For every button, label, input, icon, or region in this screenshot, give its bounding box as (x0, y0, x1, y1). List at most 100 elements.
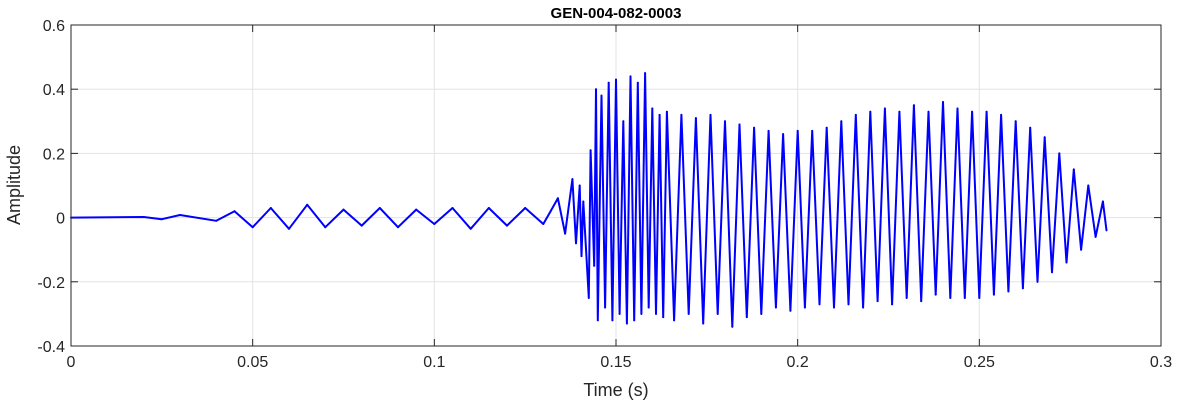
data-point (803, 306, 806, 309)
data-point (716, 312, 719, 315)
data-point (971, 110, 974, 113)
data-point (647, 306, 650, 309)
y-tick-label: 0.2 (43, 146, 65, 163)
x-tick-label: 0 (67, 354, 76, 371)
data-point (587, 296, 590, 299)
data-point (582, 200, 585, 203)
data-point (1051, 271, 1053, 274)
data-point (451, 207, 454, 209)
data-point (876, 300, 879, 303)
data-point (1065, 261, 1068, 264)
data-point (625, 322, 628, 325)
data-point (469, 227, 472, 230)
data-point (753, 126, 756, 129)
data-point (593, 264, 596, 267)
data-point (796, 129, 799, 132)
data-point (629, 75, 632, 78)
data-point (636, 81, 639, 84)
data-point (542, 223, 545, 225)
data-point (985, 110, 988, 113)
x-tick-label: 0.25 (964, 354, 995, 371)
data-point (633, 319, 636, 322)
x-tick-label: 0.1 (423, 354, 445, 371)
data-point (1021, 287, 1024, 290)
data-point (644, 72, 647, 75)
data-point (934, 293, 937, 296)
data-point (549, 210, 552, 213)
data-point (992, 293, 995, 296)
data-point (862, 306, 865, 309)
data-point (600, 94, 603, 97)
data-point (595, 88, 597, 91)
data-point (949, 296, 952, 299)
series-layer (70, 72, 1108, 328)
data-point (702, 322, 705, 325)
y-tick-label: 0.6 (43, 18, 65, 35)
data-point (596, 319, 599, 322)
data-point (811, 129, 814, 132)
data-point (854, 113, 857, 116)
data-point (680, 113, 683, 116)
tick-marks (70, 24, 1162, 347)
data-point (1014, 120, 1017, 123)
data-point (731, 325, 734, 328)
data-point (767, 129, 770, 132)
data-point (589, 149, 592, 152)
data-point (580, 255, 583, 258)
data-point (760, 312, 763, 315)
data-point (1072, 168, 1075, 171)
y-tick-label: -0.2 (37, 275, 65, 292)
data-point (433, 223, 436, 225)
data-point (833, 306, 835, 309)
data-point (142, 216, 145, 218)
data-point (288, 227, 290, 230)
data-point (912, 104, 915, 107)
data-point (869, 110, 872, 113)
data-point (1087, 184, 1090, 187)
data-point (891, 303, 894, 306)
data-point (655, 312, 657, 315)
data-point (607, 81, 610, 84)
data-point (1094, 235, 1097, 238)
data-point (251, 226, 254, 229)
data-point (665, 110, 668, 113)
data-point (556, 197, 559, 200)
data-point (694, 117, 697, 120)
data-point (1105, 229, 1108, 232)
data-point (847, 303, 850, 306)
data-point (658, 113, 661, 116)
data-point (956, 107, 959, 110)
y-tick-label: 0 (56, 211, 65, 228)
data-point (738, 123, 741, 126)
x-tick-label: 0.05 (237, 354, 268, 371)
data-point (662, 316, 665, 319)
y-tick-labels: -0.4 -0.2 0 0.2 0.4 0.6 (37, 18, 65, 356)
data-point (618, 312, 621, 315)
data-point (963, 296, 966, 299)
x-tick-label: 0.15 (600, 354, 631, 371)
data-point (622, 120, 625, 123)
data-point (782, 133, 785, 136)
data-point (524, 207, 527, 209)
data-point (578, 184, 581, 187)
data-point (825, 126, 828, 129)
data-point (724, 120, 726, 123)
data-point (651, 107, 654, 110)
data-point (905, 296, 908, 299)
chart-title: GEN-004-082-0003 (551, 5, 682, 22)
data-point (378, 207, 381, 209)
data-point (745, 316, 748, 319)
data-point (604, 306, 607, 309)
x-tick-label: 0.2 (787, 354, 809, 371)
y-tick-label: -0.4 (37, 339, 65, 356)
data-point (687, 312, 690, 315)
data-point (1043, 136, 1046, 139)
data-point (1036, 280, 1039, 283)
data-point (506, 224, 508, 227)
y-tick-label: 0.4 (43, 82, 65, 99)
x-axis-label: Time (s) (583, 380, 648, 400)
data-point (306, 203, 309, 206)
x-tick-labels: 0 0.05 0.1 0.15 0.2 0.25 0.3 (67, 354, 1173, 371)
series-line (70, 72, 1108, 328)
